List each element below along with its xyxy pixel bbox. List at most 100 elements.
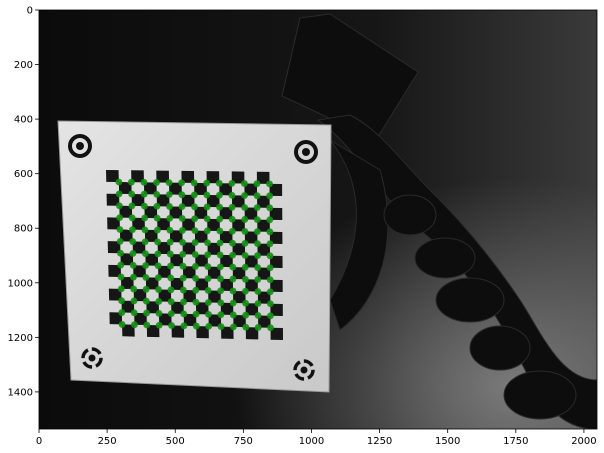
corner-marker	[168, 322, 175, 329]
checker-square	[157, 218, 170, 231]
corner-marker	[241, 251, 249, 259]
corner-marker	[155, 286, 162, 293]
checker-square	[158, 289, 172, 302]
corner-marker	[115, 190, 123, 198]
checker-square	[208, 290, 221, 303]
corner-marker	[141, 226, 149, 234]
corner-marker	[155, 309, 163, 317]
corner-marker	[166, 250, 174, 258]
checker-square	[170, 277, 184, 291]
corner-marker	[217, 311, 225, 319]
checker-square	[270, 279, 283, 292]
y-tick-label: 400	[14, 115, 33, 126]
corner-marker	[254, 288, 262, 295]
checker-square	[256, 171, 270, 184]
corner-marker	[192, 286, 200, 294]
photo	[39, 10, 597, 429]
corner-marker	[266, 216, 274, 224]
checker-square	[132, 241, 146, 254]
corner-marker	[117, 285, 125, 293]
corner-marker	[128, 190, 136, 198]
corner-marker	[216, 239, 224, 247]
corner-marker	[165, 179, 173, 187]
checker-square	[122, 324, 135, 337]
corner-marker	[253, 216, 261, 224]
checker-pattern	[106, 170, 283, 340]
corner-marker	[130, 285, 138, 293]
corner-marker	[228, 191, 236, 199]
checker-square	[206, 171, 220, 184]
corner-marker	[179, 250, 187, 258]
corner-marker	[178, 179, 186, 187]
corner-marker	[205, 322, 213, 330]
corner-marker	[216, 215, 224, 223]
checker-square	[132, 217, 145, 230]
checker-square	[182, 242, 196, 255]
checker-square	[182, 266, 196, 279]
checker-square	[232, 267, 246, 280]
y-tick-label: 1400	[8, 387, 33, 398]
corner-marker	[142, 262, 150, 269]
corner-marker	[166, 214, 174, 222]
corner-marker	[166, 238, 174, 246]
corner-marker	[241, 228, 249, 235]
checker-square	[194, 182, 207, 196]
checker-square	[120, 253, 134, 266]
checker-square	[257, 243, 271, 256]
corner-marker	[116, 226, 124, 233]
checker-square	[143, 182, 157, 195]
checker-square	[232, 219, 245, 232]
corner-marker	[178, 203, 186, 211]
corner-marker	[203, 203, 211, 211]
checker-square	[106, 193, 120, 206]
corner-marker	[217, 323, 225, 331]
corner-marker	[140, 178, 148, 186]
checker-square	[106, 170, 119, 183]
checker-square	[144, 229, 158, 242]
corner-marker	[128, 202, 136, 210]
checker-square	[233, 314, 246, 328]
corner-marker	[178, 227, 186, 234]
corner-marker	[117, 273, 125, 281]
corner-marker	[266, 252, 274, 260]
corner-marker	[228, 179, 236, 187]
corner-marker	[204, 275, 212, 282]
corner-marker	[216, 263, 224, 271]
corner-marker	[130, 309, 138, 317]
y-tick-label: 0	[27, 6, 33, 17]
checker-square	[169, 230, 183, 243]
x-axis: 0 250 500 750 1000 1250 1500 1750 2000	[36, 429, 597, 447]
y-tick-label: 1000	[8, 278, 33, 289]
checker-square	[269, 207, 283, 220]
checker-square	[146, 324, 160, 338]
corner-marker	[153, 190, 161, 198]
corner-marker	[254, 240, 261, 247]
plot-frame	[38, 9, 598, 430]
corner-marker	[191, 203, 198, 211]
corner-marker	[215, 179, 223, 187]
corner-marker	[229, 275, 237, 283]
checker-square	[169, 182, 182, 195]
corner-marker	[242, 311, 250, 319]
corner-marker	[254, 324, 262, 331]
corner-marker	[241, 275, 249, 283]
checker-square	[171, 301, 184, 314]
checker-square	[231, 195, 245, 208]
corner-marker	[118, 297, 125, 305]
checker-square	[107, 241, 121, 254]
checker-square	[121, 300, 135, 313]
x-tick-label: 1000	[299, 436, 324, 447]
corner-marker	[204, 287, 212, 294]
checker-square	[131, 170, 144, 183]
corner-marker	[266, 300, 274, 308]
checker-square	[109, 312, 123, 325]
checker-square	[118, 182, 132, 195]
y-tick-label: 200	[14, 60, 33, 71]
corner-marker	[167, 310, 175, 318]
corner-marker	[165, 191, 173, 198]
corner-marker	[191, 227, 199, 235]
corner-marker	[253, 204, 261, 212]
checker-square	[232, 243, 246, 256]
checker-square	[245, 255, 258, 268]
corner-marker	[204, 299, 212, 306]
